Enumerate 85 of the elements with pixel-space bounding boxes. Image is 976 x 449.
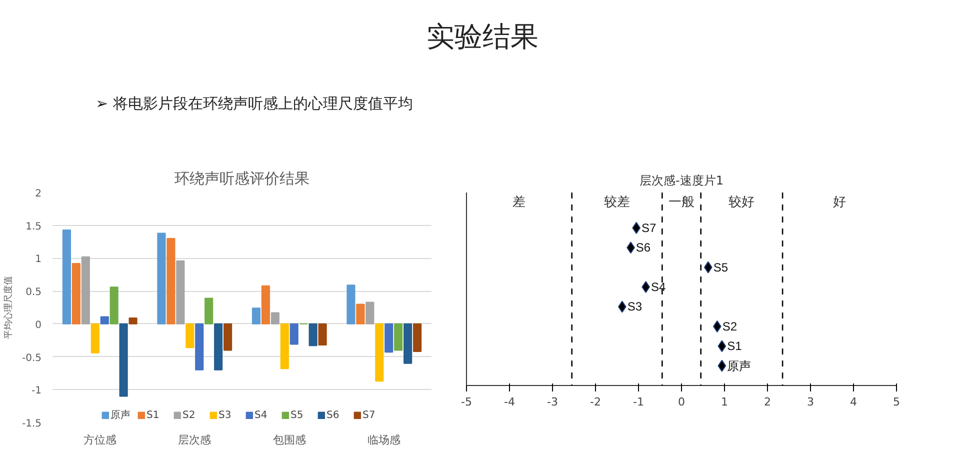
point bbox=[618, 300, 626, 313]
legend-label: S5 bbox=[290, 410, 304, 420]
text: 好 bbox=[833, 194, 846, 210]
point bbox=[718, 340, 726, 352]
y-tick-label: 1.5 bbox=[26, 221, 42, 232]
text: 实验结果 bbox=[426, 20, 538, 53]
bar bbox=[270, 312, 280, 324]
bar bbox=[100, 316, 109, 324]
bar bbox=[90, 323, 100, 354]
x-tick-label: -2 bbox=[590, 396, 601, 408]
bar bbox=[252, 308, 261, 324]
category-label: S1 bbox=[727, 339, 742, 354]
bar bbox=[214, 323, 223, 370]
x-tick-label: 包围感 bbox=[272, 434, 306, 446]
category-label: 原声 bbox=[727, 358, 752, 373]
x-tick-label: -3 bbox=[547, 396, 558, 408]
category-label: S4 bbox=[650, 280, 666, 294]
y-tick-label: 0 bbox=[35, 320, 42, 331]
bar bbox=[318, 323, 327, 346]
point bbox=[718, 360, 726, 372]
category-label: S7 bbox=[642, 220, 656, 235]
legend-label: S3 bbox=[218, 410, 232, 420]
legend-label: 原声 bbox=[110, 408, 130, 422]
text: 较差 bbox=[604, 194, 630, 210]
text: 较好 bbox=[728, 194, 755, 210]
category-label: S6 bbox=[636, 240, 651, 255]
bar bbox=[375, 323, 384, 382]
x-tick-label: 1 bbox=[721, 396, 728, 408]
bar bbox=[110, 286, 118, 324]
category-label: S5 bbox=[713, 260, 728, 274]
y-tick-label: -0.5 bbox=[22, 352, 42, 364]
y-tick-label: -1.5 bbox=[22, 418, 42, 430]
x-tick-label: -4 bbox=[504, 396, 515, 408]
bar bbox=[195, 323, 204, 370]
x-tick-label: 5 bbox=[893, 396, 900, 408]
bar bbox=[280, 323, 289, 370]
bar bbox=[404, 323, 412, 364]
x-tick-label: 方位感 bbox=[83, 434, 116, 446]
bar bbox=[157, 232, 166, 324]
bar bbox=[186, 323, 194, 348]
bar bbox=[356, 304, 365, 324]
chart-title: 环绕声听感评价结果 bbox=[174, 170, 310, 188]
x-tick-label: -5 bbox=[461, 396, 472, 408]
x-tick-label: 3 bbox=[807, 396, 814, 408]
bar bbox=[366, 302, 374, 324]
legend-label: S2 bbox=[182, 410, 196, 420]
bar bbox=[394, 323, 403, 351]
x-tick-label: 层次感 bbox=[178, 434, 212, 446]
bar bbox=[81, 256, 90, 324]
bar bbox=[166, 238, 176, 324]
y-tick-label: 1 bbox=[35, 254, 42, 266]
y-axis-title: 平均心理尺度值 bbox=[2, 276, 14, 339]
x-tick-label: 0 bbox=[678, 396, 685, 408]
bar bbox=[119, 323, 128, 397]
legend-label: S4 bbox=[254, 410, 268, 420]
bar bbox=[346, 284, 356, 324]
bar bbox=[412, 323, 422, 352]
chart-title: 层次感-速度片1 bbox=[640, 174, 724, 188]
x-tick-label: 临场感 bbox=[368, 434, 401, 446]
text: ➢ 将电影片段在环绕声听感上的心理尺度值平均 bbox=[96, 94, 413, 112]
legend-label: S1 bbox=[146, 410, 160, 420]
point bbox=[632, 222, 641, 234]
y-tick-label: -1 bbox=[32, 386, 42, 397]
y-tick-label: 2 bbox=[35, 188, 42, 200]
x-tick-label: 4 bbox=[850, 396, 857, 408]
category-label: S2 bbox=[722, 319, 738, 334]
bar bbox=[384, 323, 394, 353]
text: 一般 bbox=[668, 194, 694, 210]
category-label: S3 bbox=[627, 300, 642, 314]
bar bbox=[128, 318, 138, 324]
point bbox=[704, 261, 712, 274]
legend-label: S6 bbox=[326, 410, 340, 420]
legend-label: S7 bbox=[362, 410, 376, 420]
bar bbox=[224, 323, 232, 351]
bar bbox=[261, 285, 270, 324]
bar bbox=[290, 323, 298, 345]
y-tick-label: 0.5 bbox=[26, 287, 42, 298]
bar bbox=[308, 323, 318, 346]
x-tick-label: -1 bbox=[633, 396, 644, 408]
bar bbox=[72, 262, 80, 324]
bar bbox=[62, 229, 72, 324]
bar bbox=[204, 298, 214, 324]
x-tick-label: 2 bbox=[764, 396, 771, 408]
text: 差 bbox=[512, 194, 526, 210]
bar bbox=[176, 260, 185, 324]
